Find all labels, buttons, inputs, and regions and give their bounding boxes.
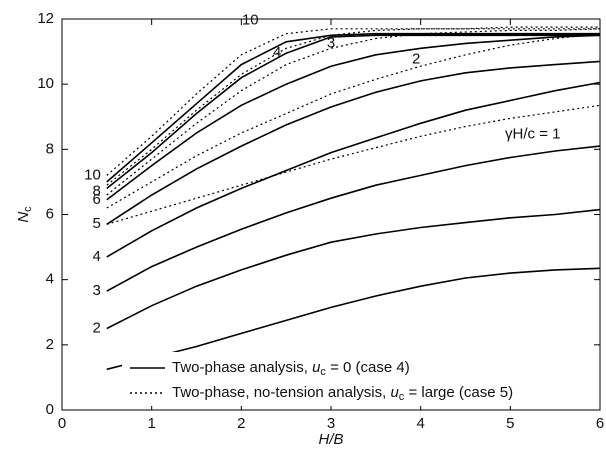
curve-label: 3 xyxy=(327,34,335,51)
curve xyxy=(106,34,601,201)
curve-label: γH/c = 1 xyxy=(505,126,560,143)
curve xyxy=(106,267,601,371)
plot-frame xyxy=(61,18,601,411)
x-tick-label: 3 xyxy=(327,415,335,432)
curve xyxy=(106,28,600,186)
legend-symbol: u xyxy=(312,359,321,376)
legend-label: Two-phase, no-tension analysis, uc = lar… xyxy=(172,384,513,403)
y-tick-label: 4 xyxy=(46,271,54,288)
curve xyxy=(106,60,601,225)
curve xyxy=(106,81,601,258)
legend-text: = 0 (case 4) xyxy=(326,359,410,376)
curve-label: 10 xyxy=(84,166,101,183)
legend-text: Two-phase, no-tension analysis, xyxy=(172,384,390,401)
x-tick-label: 2 xyxy=(237,415,245,432)
y-axis-label: Nc xyxy=(15,206,34,223)
legend-sub: c xyxy=(399,391,405,403)
curve xyxy=(106,34,600,190)
curve-label: 4 xyxy=(92,248,100,265)
curve-label: 10 xyxy=(242,12,259,29)
legend-text: = large (case 5) xyxy=(404,384,513,401)
y-tick-label: 10 xyxy=(37,75,54,92)
y-tick-label: 0 xyxy=(46,401,54,418)
x-axis-label: H/B xyxy=(318,431,343,448)
legend-text: Two-phase analysis, xyxy=(172,359,312,376)
y-tick-label: 8 xyxy=(46,140,54,157)
curve xyxy=(106,104,601,225)
curve xyxy=(106,26,600,176)
x-tick-label: 6 xyxy=(596,415,604,432)
curve-label: 4 xyxy=(273,44,281,61)
legend-sub: c xyxy=(320,366,326,378)
y-label-sub: c xyxy=(22,206,34,212)
curve-label: 2 xyxy=(92,320,100,337)
curve xyxy=(106,33,601,209)
y-tick-label: 6 xyxy=(46,205,54,222)
curve xyxy=(106,145,601,292)
curve xyxy=(106,208,601,330)
x-tick-label: 4 xyxy=(416,415,424,432)
curve-label: 3 xyxy=(92,282,100,299)
legend-label: Two-phase analysis, uc = 0 (case 4) xyxy=(172,359,410,378)
curve-label: 2 xyxy=(412,51,420,68)
x-tick-label: 0 xyxy=(58,415,66,432)
curve-label: 8 xyxy=(92,183,100,200)
x-tick-label: 1 xyxy=(147,415,155,432)
curve xyxy=(106,28,601,196)
legend-box xyxy=(122,352,596,406)
curve xyxy=(106,32,600,183)
y-label-main: N xyxy=(15,212,32,223)
curve-label: 6 xyxy=(92,191,100,208)
curve-label: 5 xyxy=(92,215,100,232)
legend-symbol: u xyxy=(390,384,399,401)
y-tick-label: 2 xyxy=(46,336,54,353)
x-tick-label: 5 xyxy=(506,415,514,432)
y-tick-label: 12 xyxy=(37,10,54,27)
